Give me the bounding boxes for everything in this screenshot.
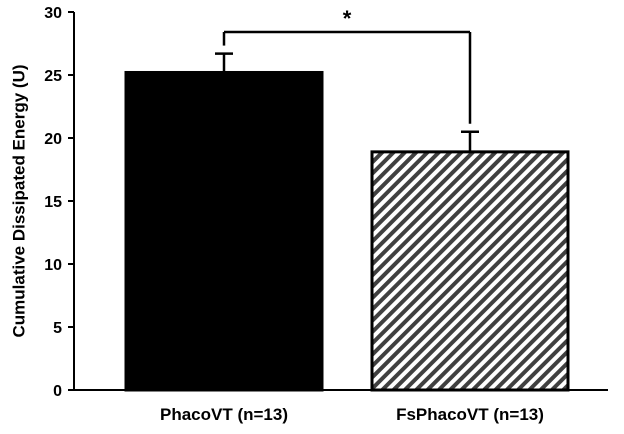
y-tick-label: 15 xyxy=(44,194,62,211)
y-tick-label: 5 xyxy=(53,320,62,337)
bar xyxy=(124,70,324,392)
significance-label: * xyxy=(343,6,352,31)
y-tick-label: 10 xyxy=(44,257,62,274)
y-tick-label: 25 xyxy=(44,68,62,85)
y-tick-label: 30 xyxy=(44,5,62,22)
x-category-label: FsPhacoVT (n=13) xyxy=(396,405,544,424)
y-tick-label: 0 xyxy=(53,383,62,400)
bar xyxy=(370,150,570,392)
x-category-label: PhacoVT (n=13) xyxy=(160,405,288,424)
y-tick-label: 20 xyxy=(44,131,62,148)
y-axis-title: Cumulative Dissipated Energy (U) xyxy=(9,64,28,337)
